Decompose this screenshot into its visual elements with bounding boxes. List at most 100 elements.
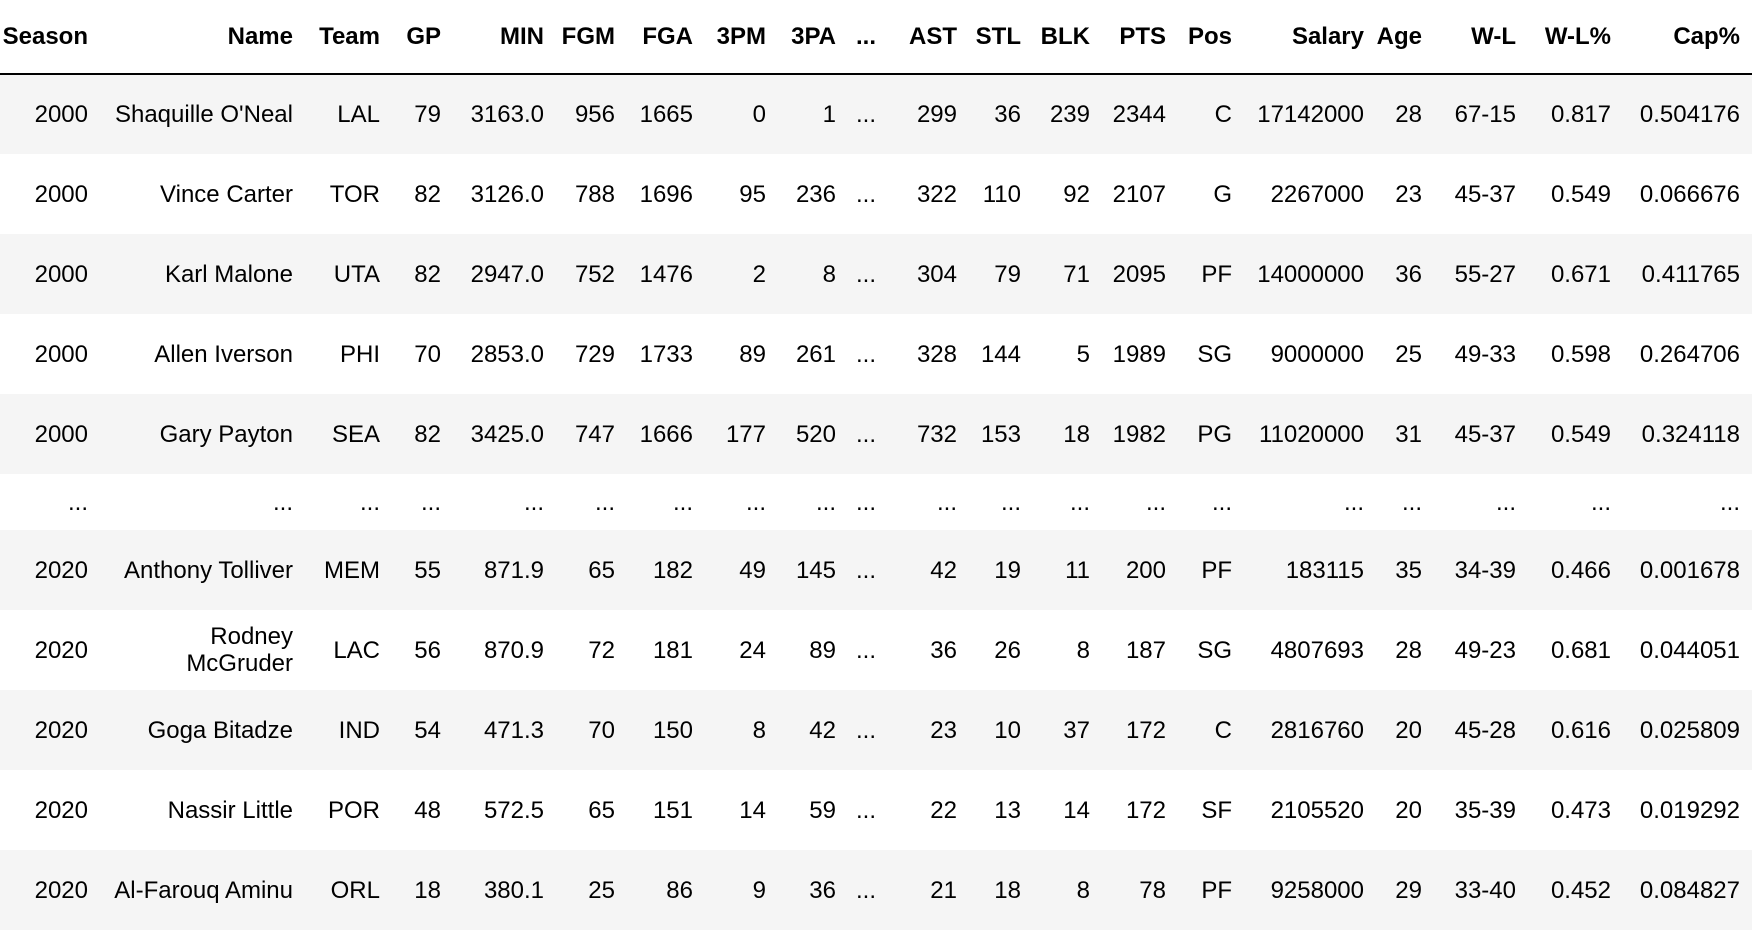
cell-fgm: 25	[588, 876, 615, 904]
column-header-salary: Salary	[1244, 0, 1376, 75]
cell-team: PHI	[339, 340, 380, 368]
column-header-pts: PTS	[1102, 0, 1178, 75]
cell-pts: 2107	[1112, 180, 1166, 208]
cell-stl: ...	[1000, 488, 1021, 516]
cell-salary: 183115	[1285, 556, 1364, 584]
cell-fgm: 752	[574, 260, 615, 288]
cell-w-l: 45-37	[1454, 180, 1516, 208]
cell-min: 870.9	[483, 636, 544, 664]
table-row: 2020 Goga Bitadze IND 54 471.3 70 150 8 42... 23 1…	[0, 690, 1752, 770]
cell-salary: 2105520	[1270, 796, 1364, 824]
cell-ast: 322	[916, 180, 957, 208]
cell-w-l: 49-33	[1454, 340, 1516, 368]
cell-gp: 82	[414, 180, 441, 208]
cell-stl: 153	[980, 420, 1021, 448]
cell-salary: 17142000	[1257, 101, 1364, 128]
cell-name: Shaquille O'Neal	[114, 101, 293, 128]
cell-stl: 19	[994, 556, 1021, 584]
cell-fga: 86	[666, 876, 693, 904]
cell-w-l-pct: 0.817	[1550, 101, 1611, 128]
cell-season: 2000	[34, 420, 88, 448]
cell-w-l-pct: 0.549	[1550, 420, 1611, 448]
cell-season: 2020	[34, 556, 88, 584]
cell-fgm: 65	[588, 796, 615, 824]
cell-min: 471.3	[483, 716, 544, 744]
cell-age: ...	[1401, 488, 1422, 516]
ellipsis-row: ........................................…	[0, 474, 1752, 530]
cell-blk: 18	[1063, 420, 1090, 448]
cell-3pa: 42	[809, 716, 836, 744]
cell-w-l-pct: 0.466	[1550, 556, 1611, 584]
cell-min: 380.1	[483, 876, 544, 904]
cell-pts: 2095	[1112, 260, 1166, 288]
cell-3pa: 59	[809, 796, 836, 824]
cell-age: 25	[1395, 340, 1422, 368]
column-header-team: Team	[305, 0, 392, 75]
cell-ast: 328	[916, 340, 957, 368]
cell-name: Anthony Tolliver	[124, 556, 293, 584]
cell-team: UTA	[333, 260, 380, 288]
cell-pts: 1989	[1112, 340, 1166, 368]
cell-fgm: 788	[574, 180, 615, 208]
column-header-fga: FGA	[627, 0, 705, 75]
cell-min: 2947.0	[470, 260, 544, 288]
cell-ellipsis: ...	[855, 340, 876, 368]
cell-salary: 11020000	[1259, 420, 1364, 448]
cell-w-l-pct: 0.598	[1550, 340, 1611, 368]
cell-pos: PF	[1201, 556, 1232, 584]
table-row: 2000 Karl Malone UTA 82 2947.0 752 1476 2 8... 30…	[0, 234, 1752, 314]
cell-age: 20	[1395, 796, 1422, 824]
cell-blk: 5	[1076, 340, 1090, 368]
cell-3pm: ...	[745, 488, 766, 516]
cell-3pm: 9	[752, 876, 766, 904]
cell-team: LAC	[333, 636, 380, 664]
cell-blk: 8	[1076, 876, 1090, 904]
cell-stl: 26	[994, 636, 1021, 664]
cell-pts: 187	[1125, 636, 1166, 664]
cell-3pa: 8	[822, 260, 836, 288]
cell-blk: 37	[1063, 716, 1090, 744]
cell-pts: 78	[1139, 876, 1166, 904]
cell-fga: 1666	[639, 420, 693, 448]
cell-name: Gary Payton	[159, 420, 293, 448]
cell-gp: ...	[420, 488, 441, 516]
cell-3pa: 89	[809, 636, 836, 664]
table-header-row: Season Name Team GP MIN FGM FGA 3PM 3PA... AST STL…	[0, 0, 1752, 75]
cell-blk: 71	[1063, 260, 1090, 288]
cell-fgm: ...	[594, 488, 615, 516]
cell-cap-pct: 0.264706	[1639, 340, 1740, 368]
cell-team: LAL	[337, 101, 380, 128]
cell-gp: 70	[414, 340, 441, 368]
cell-stl: 13	[994, 796, 1021, 824]
cell-ast: 23	[930, 716, 957, 744]
table-row: 2020 Al-Farouq Aminu ORL 18 380.1 25 86 9 36... 2…	[0, 850, 1752, 930]
cell-team: ORL	[330, 876, 380, 904]
cell-3pm: 89	[739, 340, 766, 368]
cell-salary: 2267000	[1270, 180, 1364, 208]
cell-min: 3163.0	[470, 101, 544, 128]
column-header-min: MIN	[453, 0, 556, 75]
cell-team: SEA	[331, 420, 380, 448]
cell-ellipsis: ...	[855, 796, 876, 824]
cell-fga: 182	[652, 556, 693, 584]
cell-pos: PF	[1201, 876, 1232, 904]
cell-pts: 2344	[1112, 101, 1166, 128]
cell-season: ...	[67, 488, 88, 516]
cell-3pm: 0	[752, 101, 766, 128]
cell-gp: 48	[414, 796, 441, 824]
cell-pos: SF	[1201, 796, 1232, 824]
cell-gp: 55	[414, 556, 441, 584]
cell-3pa: 1	[822, 101, 836, 128]
cell-3pm: 14	[739, 796, 766, 824]
cell-fga: 1476	[639, 260, 693, 288]
cell-w-l: 34-39	[1454, 556, 1516, 584]
cell-team: TOR	[329, 180, 380, 208]
table-row: 2000 Gary Payton SEA 82 3425.0 747 1666 177 520.…	[0, 394, 1752, 474]
cell-ellipsis: ...	[855, 488, 876, 516]
cell-gp: 79	[414, 101, 441, 128]
cell-w-l: 67-15	[1454, 101, 1516, 128]
cell-ast: 299	[916, 101, 957, 128]
cell-ellipsis: ...	[855, 636, 876, 664]
column-header-3pm: 3PM	[705, 0, 778, 75]
